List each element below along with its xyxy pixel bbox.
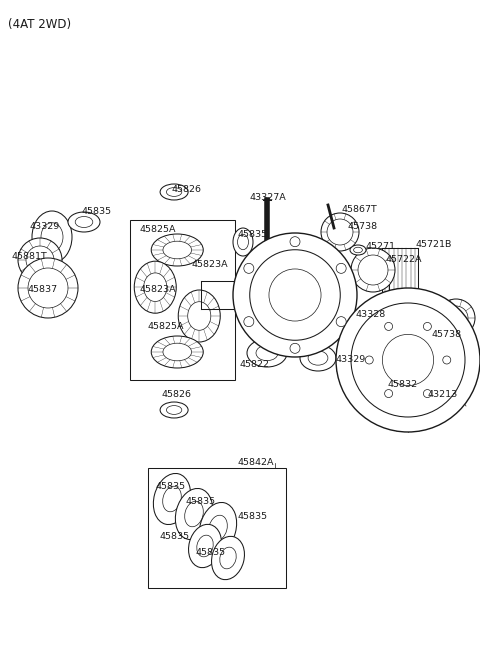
Ellipse shape [358, 255, 388, 285]
Ellipse shape [308, 351, 328, 365]
Circle shape [336, 288, 480, 432]
Text: 45835: 45835 [185, 497, 215, 506]
Ellipse shape [18, 258, 78, 318]
Circle shape [384, 390, 393, 398]
Text: 45881T: 45881T [12, 252, 48, 261]
Circle shape [336, 263, 346, 274]
Ellipse shape [28, 268, 68, 308]
Text: 45832: 45832 [388, 380, 418, 389]
Ellipse shape [354, 247, 362, 253]
Circle shape [336, 317, 346, 327]
Ellipse shape [144, 273, 167, 302]
Ellipse shape [188, 302, 211, 331]
Ellipse shape [437, 299, 475, 337]
Circle shape [443, 356, 451, 364]
Text: 45825A: 45825A [140, 225, 177, 234]
Ellipse shape [163, 486, 181, 512]
Ellipse shape [41, 222, 63, 251]
Ellipse shape [32, 211, 72, 263]
Text: 45835: 45835 [155, 482, 185, 491]
Circle shape [384, 323, 393, 331]
Ellipse shape [256, 345, 278, 361]
Circle shape [250, 250, 340, 340]
Ellipse shape [151, 234, 203, 266]
Circle shape [244, 263, 254, 274]
Circle shape [365, 356, 373, 364]
Text: 45842A: 45842A [238, 458, 275, 467]
Circle shape [290, 237, 300, 247]
Text: 45738: 45738 [348, 222, 378, 231]
Text: 45835: 45835 [238, 512, 268, 521]
Ellipse shape [68, 212, 100, 232]
Ellipse shape [178, 290, 220, 342]
Text: 43328: 43328 [356, 310, 386, 319]
Ellipse shape [197, 535, 213, 557]
Ellipse shape [238, 234, 249, 250]
Ellipse shape [209, 515, 228, 541]
Ellipse shape [212, 537, 244, 580]
Ellipse shape [134, 261, 176, 313]
Text: 43329: 43329 [30, 222, 60, 231]
Ellipse shape [300, 345, 336, 371]
Text: 43213: 43213 [428, 390, 458, 399]
Ellipse shape [75, 216, 93, 228]
Text: 45738: 45738 [432, 330, 462, 339]
Text: (4AT 2WD): (4AT 2WD) [8, 18, 71, 31]
Text: 45722A: 45722A [386, 255, 422, 264]
Circle shape [244, 317, 254, 327]
Ellipse shape [163, 241, 192, 259]
Circle shape [269, 269, 321, 321]
Text: 45822: 45822 [240, 360, 270, 369]
Text: 45826: 45826 [172, 185, 202, 194]
Text: 43327A: 43327A [250, 193, 287, 202]
Circle shape [351, 303, 465, 417]
Text: 43329: 43329 [336, 355, 366, 364]
Ellipse shape [151, 336, 203, 368]
Circle shape [383, 335, 433, 386]
Ellipse shape [26, 246, 54, 274]
Circle shape [423, 390, 432, 398]
Ellipse shape [350, 245, 366, 255]
Text: 45823A: 45823A [140, 285, 177, 294]
Text: 45271: 45271 [366, 242, 396, 251]
Ellipse shape [160, 402, 188, 418]
Ellipse shape [163, 343, 192, 361]
Ellipse shape [351, 248, 395, 292]
Ellipse shape [321, 213, 359, 251]
Ellipse shape [189, 524, 221, 567]
Text: 45823A: 45823A [192, 260, 228, 269]
Text: 45835: 45835 [237, 230, 267, 239]
Ellipse shape [199, 502, 237, 554]
Ellipse shape [175, 489, 213, 539]
Ellipse shape [220, 547, 236, 569]
Ellipse shape [167, 188, 182, 196]
Text: 45837: 45837 [28, 285, 58, 294]
Text: 45867T: 45867T [342, 205, 378, 214]
Circle shape [233, 233, 357, 357]
Ellipse shape [18, 238, 62, 282]
Text: 45825A: 45825A [148, 322, 184, 331]
Circle shape [290, 343, 300, 354]
Bar [148, 468, 286, 588]
Ellipse shape [233, 228, 253, 256]
Ellipse shape [153, 474, 191, 525]
Circle shape [423, 323, 432, 331]
Ellipse shape [160, 184, 188, 200]
Bar [130, 220, 235, 380]
Text: 45721B: 45721B [416, 240, 452, 249]
Ellipse shape [185, 501, 204, 527]
Ellipse shape [444, 306, 468, 330]
Text: 45835: 45835 [82, 207, 112, 216]
Ellipse shape [167, 405, 182, 415]
Text: 45835: 45835 [195, 548, 225, 557]
Text: 45826: 45826 [162, 390, 192, 399]
Ellipse shape [247, 339, 287, 367]
Text: 45835: 45835 [160, 532, 190, 541]
Ellipse shape [327, 219, 353, 245]
